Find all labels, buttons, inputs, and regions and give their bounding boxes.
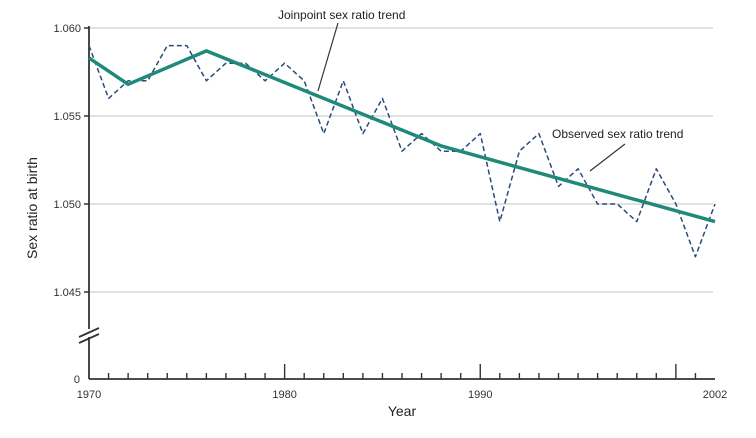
joinpoint-series-line [88, 49, 716, 224]
y-tick-label: 1.055 [53, 111, 81, 123]
annotation-observed-label: Observed sex ratio trend [552, 127, 683, 141]
annotation-observed-leader [589, 143, 626, 172]
y-tick-label: 1.050 [53, 199, 81, 211]
annotations: Joinpoint sex ratio trend Observed sex ra… [278, 8, 683, 172]
y-tick-label: 1.060 [53, 23, 81, 35]
y-axis-title: Sex ratio at birth [24, 157, 40, 259]
series-layer [88, 44, 716, 258]
annotation-joinpoint-leader [317, 22, 339, 92]
y-tick-label: 1.045 [53, 287, 81, 299]
y-zero-label: 0 [74, 374, 80, 386]
x-tick-label: 2002 [703, 389, 727, 401]
x-axis: 1970 1980 1990 2002 [77, 364, 727, 401]
x-tick-label: 1970 [77, 389, 101, 401]
y-axis: 1.060 1.055 1.050 1.045 [53, 23, 101, 379]
x-tick-label: 1980 [272, 389, 296, 401]
annotation-joinpoint-label: Joinpoint sex ratio trend [278, 8, 405, 22]
axis-break-mark [78, 327, 100, 338]
x-axis-title: Year [388, 403, 417, 419]
x-tick-label: 1990 [468, 389, 492, 401]
axis-break-mark [78, 333, 100, 344]
gridlines [89, 27, 713, 293]
